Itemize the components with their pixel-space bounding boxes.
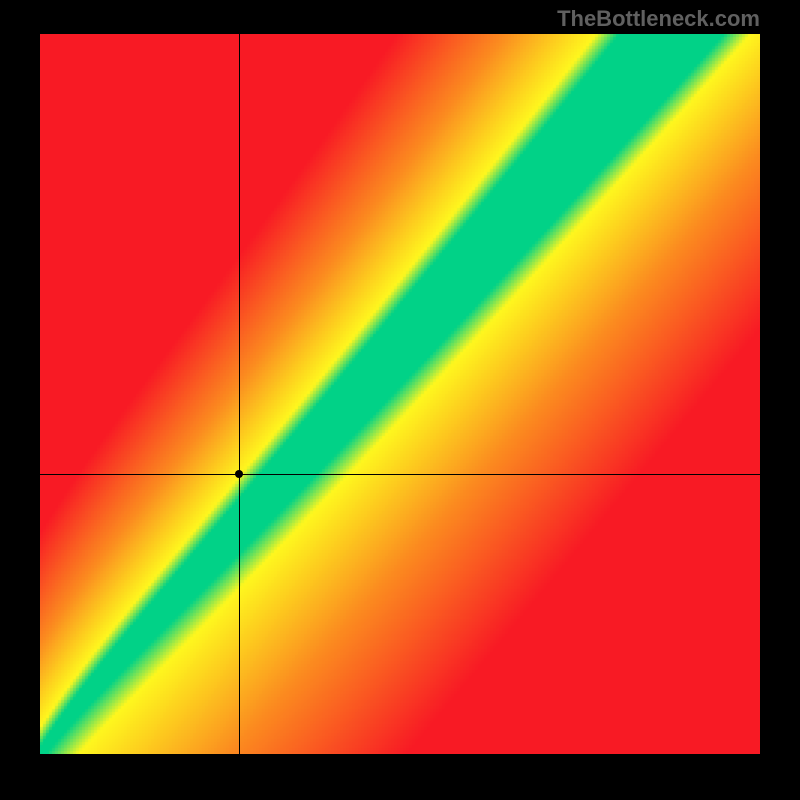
outer-frame: TheBottleneck.com — [0, 0, 800, 800]
heatmap-plot-area — [40, 34, 760, 754]
crosshair-vertical — [239, 34, 240, 754]
watermark-label: TheBottleneck.com — [557, 6, 760, 32]
crosshair-horizontal — [40, 474, 760, 475]
heatmap-canvas — [40, 34, 760, 754]
marker-dot — [235, 470, 243, 478]
